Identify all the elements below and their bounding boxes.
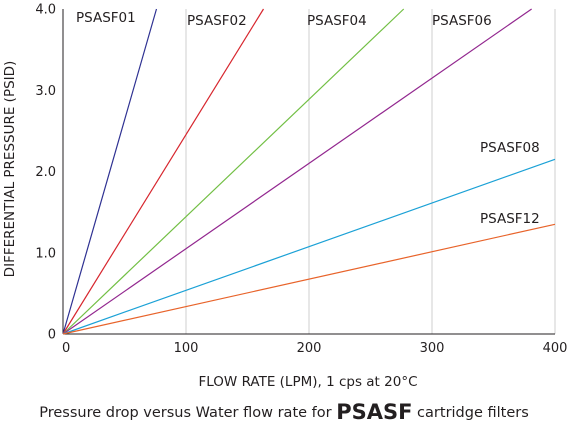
y-tick-label-0: 0 — [48, 328, 56, 343]
series-label-psasf01: PSASF01 — [76, 10, 136, 26]
series-labels: PSASF01 PSASF02 PSASF04 PSASF06 PSASF08 PSASF… — [76, 10, 540, 227]
chart-caption: Pressure drop versus Water flow rate for… — [0, 400, 568, 424]
grid — [185, 9, 556, 334]
x-tick-label-0: 0 — [62, 341, 70, 356]
axes — [62, 9, 555, 335]
series-label-psasf02: PSASF02 — [187, 13, 247, 29]
y-tick-label-1.0: 1.0 — [35, 246, 56, 261]
x-tick-label-300: 300 — [420, 341, 445, 356]
series-line-psasf06 — [62, 8, 532, 335]
series-line-psasf01 — [62, 8, 158, 335]
x-tick-label-100: 100 — [174, 341, 199, 356]
series-label-psasf12: PSASF12 — [480, 211, 540, 227]
x-axis-title: FLOW RATE (LPM), 1 cps at 20°C — [199, 374, 418, 390]
series-line-psasf02 — [62, 8, 265, 335]
series-lines — [62, 8, 556, 335]
series-label-psasf04: PSASF04 — [307, 13, 367, 29]
series-line-psasf12 — [62, 223, 556, 335]
x-tick-label-400: 400 — [543, 341, 568, 356]
series-label-psasf08: PSASF08 — [480, 140, 540, 156]
y-axis-title: DIFFERENTIAL PRESSURE (PSID) — [2, 61, 18, 278]
series-label-psasf06: PSASF06 — [432, 13, 492, 29]
caption-text-after: cartridge filters — [412, 405, 529, 421]
y-tick-label-3.0: 3.0 — [35, 84, 56, 99]
caption-product-name: PSASF — [336, 400, 413, 424]
y-tick-label-2.0: 2.0 — [35, 165, 56, 180]
x-tick-label-200: 200 — [297, 341, 322, 356]
caption-text-before: Pressure drop versus Water flow rate for — [39, 405, 337, 421]
pressure-drop-chart: PSASF01 PSASF02 PSASF04 PSASF06 PSASF08 PSASF… — [2, 3, 567, 391]
series-line-psasf04 — [62, 8, 405, 335]
y-tick-label-4.0: 4.0 — [35, 3, 56, 18]
tick-labels: 0 100 200 300 400 0 1.0 2.0 3.0 4.0 — [35, 3, 567, 357]
series-line-psasf08 — [62, 158, 556, 335]
